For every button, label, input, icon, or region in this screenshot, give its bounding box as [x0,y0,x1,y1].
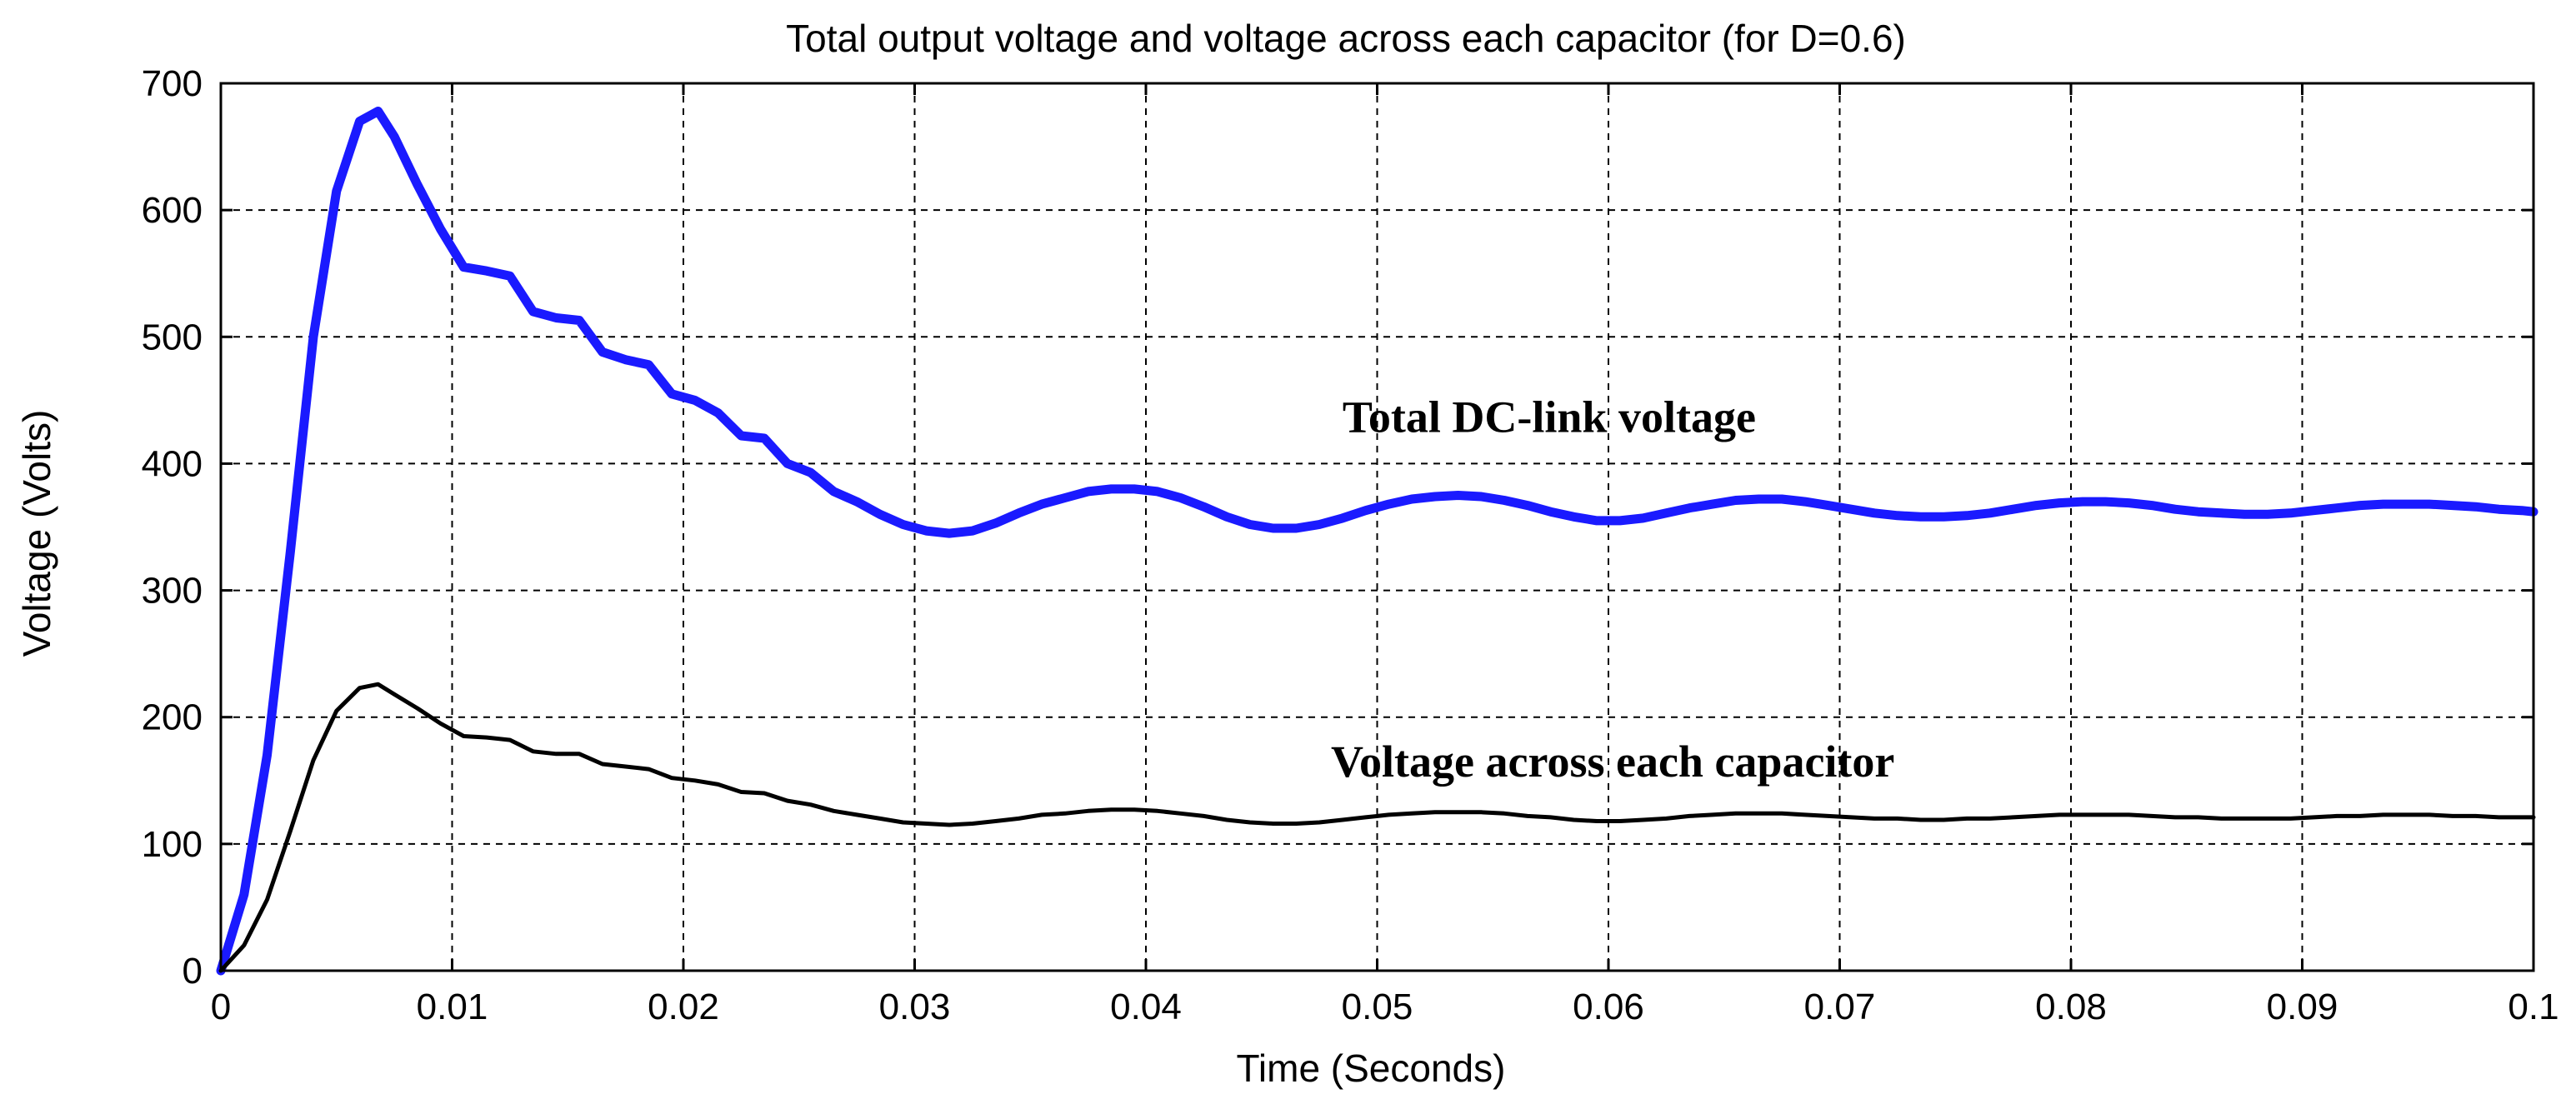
series-line-total-dc-link [216,107,2538,976]
series-layer [216,107,2538,976]
y-tick-label: 0 [183,951,203,992]
y-tick-label: 400 [142,443,203,484]
chart-title: Total output voltage and voltage across … [786,17,1906,60]
y-tick-label: 700 [142,63,203,104]
annotations: Total DC-link voltage Voltage across each… [1331,392,1894,787]
grid [221,83,2533,971]
annotation-label: Total DC-link voltage [1343,392,1756,442]
x-tick-label: 0.06 [1573,987,1644,1027]
x-axis-label: Time (Seconds) [1237,1047,1506,1090]
x-tick-label: 0.1 [2508,987,2558,1027]
y-axis-label: Voltage (Volts) [15,410,58,657]
x-tick-label: 0.09 [2267,987,2338,1027]
y-tick-label: 100 [142,824,203,865]
x-tick-label: 0.07 [1804,987,1876,1027]
y-tick-label: 500 [142,317,203,357]
x-tick-label: 0.04 [1110,987,1182,1027]
x-tick-label: 0.08 [2035,987,2107,1027]
y-tick-label: 600 [142,190,203,231]
x-tick-label: 0.01 [417,987,488,1027]
y-tick-label: 300 [142,571,203,612]
x-tick-label: 0.03 [879,987,951,1027]
annotation-label: Voltage across each capacitor [1331,737,1894,787]
ticks: 0 0.01 0.02 0.03 0.04 0.05 0.06 0.07 0.08 0.09 0.1… [142,63,2559,1027]
x-tick-label: 0.05 [1342,987,1413,1027]
y-tick-label: 200 [142,697,203,738]
x-tick-label: 0.02 [648,987,719,1027]
series-line-capacitor [218,682,2536,973]
x-tick-label: 0 [211,987,231,1027]
